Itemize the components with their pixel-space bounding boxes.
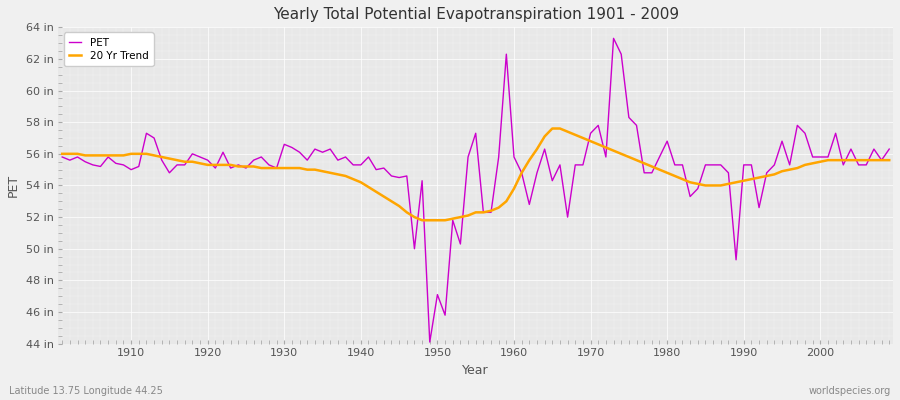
- 20 Yr Trend: [517, 170, 527, 175]
- 20 Yr Trend: [547, 126, 558, 131]
- Y-axis label: PET: PET: [7, 174, 20, 197]
- PET: [884, 147, 895, 152]
- 20 Yr Trend: [417, 218, 428, 223]
- X-axis label: Year: Year: [463, 364, 489, 377]
- 20 Yr Trend: [57, 152, 68, 156]
- Legend: PET, 20 Yr Trend: PET, 20 Yr Trend: [64, 32, 154, 66]
- Line: 20 Yr Trend: 20 Yr Trend: [62, 128, 889, 220]
- Text: Latitude 13.75 Longitude 44.25: Latitude 13.75 Longitude 44.25: [9, 386, 163, 396]
- Line: PET: PET: [62, 38, 889, 342]
- Title: Yearly Total Potential Evapotranspiration 1901 - 2009: Yearly Total Potential Evapotranspiratio…: [273, 7, 679, 22]
- 20 Yr Trend: [884, 158, 895, 162]
- PET: [425, 340, 436, 344]
- PET: [608, 36, 619, 41]
- PET: [57, 154, 68, 159]
- Text: worldspecies.org: worldspecies.org: [809, 386, 891, 396]
- PET: [118, 162, 129, 167]
- PET: [517, 170, 527, 175]
- PET: [616, 52, 626, 56]
- PET: [508, 154, 519, 159]
- 20 Yr Trend: [332, 172, 343, 177]
- 20 Yr Trend: [118, 153, 129, 158]
- PET: [286, 145, 297, 150]
- PET: [332, 158, 343, 162]
- 20 Yr Trend: [508, 186, 519, 191]
- 20 Yr Trend: [286, 166, 297, 170]
- 20 Yr Trend: [616, 152, 626, 156]
